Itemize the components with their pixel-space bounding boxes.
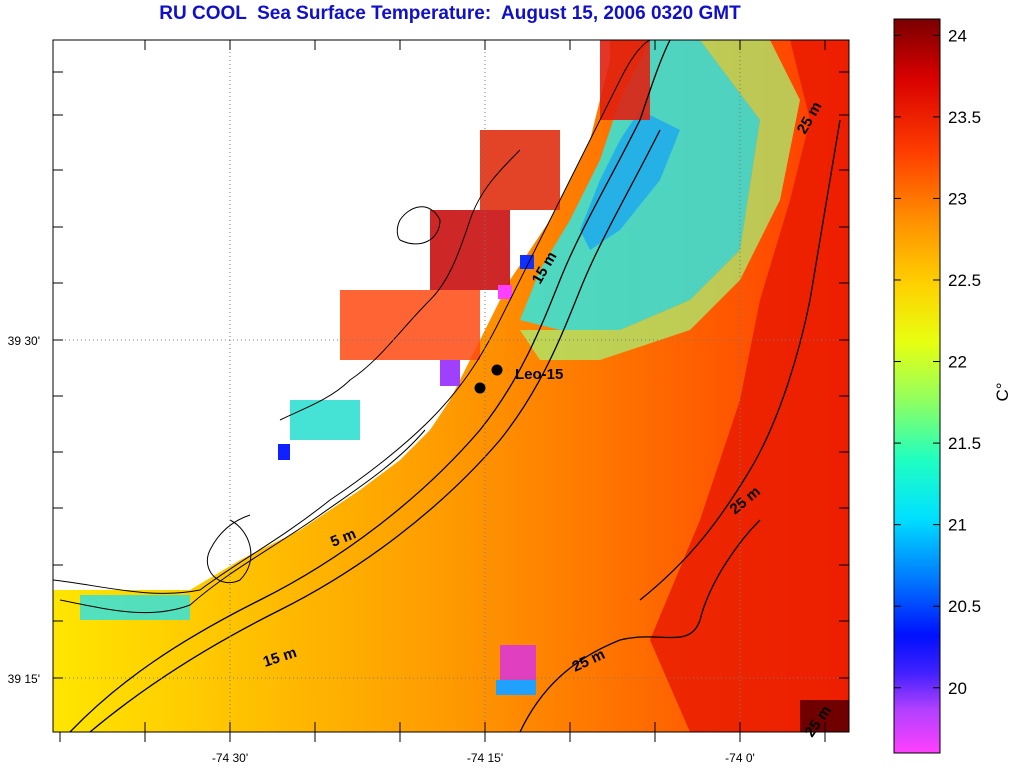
colorbar-tick-label: 22	[948, 353, 967, 372]
colorbar: 20 20.5 21 21.5 22 22.5 23 23.5 24 C°	[893, 18, 1012, 754]
coastline	[53, 40, 651, 614]
colorbar-tick-label: 20.5	[948, 597, 981, 616]
cold-core	[580, 110, 680, 250]
leo15-node-south	[474, 382, 486, 394]
colorbar-ticks: 20 20.5 21 21.5 22 22.5 23 23.5 24	[894, 26, 981, 698]
lat-label-39-15: 39 15'	[8, 672, 40, 686]
lon-label-74-0: -74 0'	[725, 751, 755, 765]
sst-field	[53, 40, 849, 732]
green-transition	[520, 40, 800, 360]
leo15-node-north	[491, 364, 503, 376]
colorbar-tick-label: 24	[948, 26, 967, 45]
colorbar-unit-label: C°	[993, 382, 1012, 401]
colorbar-tick-label: 21.5	[948, 434, 981, 453]
graticule	[53, 40, 849, 732]
axis-ticks	[53, 40, 849, 742]
lat-label-39-30: 39 30'	[8, 334, 40, 348]
plot-frame	[52, 39, 850, 733]
colorbar-tick-label: 23.5	[948, 108, 981, 127]
colorbar-gradient	[894, 19, 940, 753]
colorbar-tick-label: 23	[948, 189, 967, 208]
lon-label-74-30: -74 30'	[212, 751, 248, 765]
colorbar-tick-label: 21	[948, 516, 967, 535]
warm-offshore	[650, 40, 849, 732]
colorbar-frame	[893, 18, 941, 754]
colorbar-tick-label: 20	[948, 679, 967, 698]
lon-label-74-15: -74 15'	[467, 751, 503, 765]
colorbar-tick-label: 22.5	[948, 271, 981, 290]
leo15-label: Leo-15	[515, 366, 563, 383]
isobath-lines	[69, 40, 841, 732]
map-title: RU COOL Sea Surface Temperature: August …	[159, 3, 741, 24]
